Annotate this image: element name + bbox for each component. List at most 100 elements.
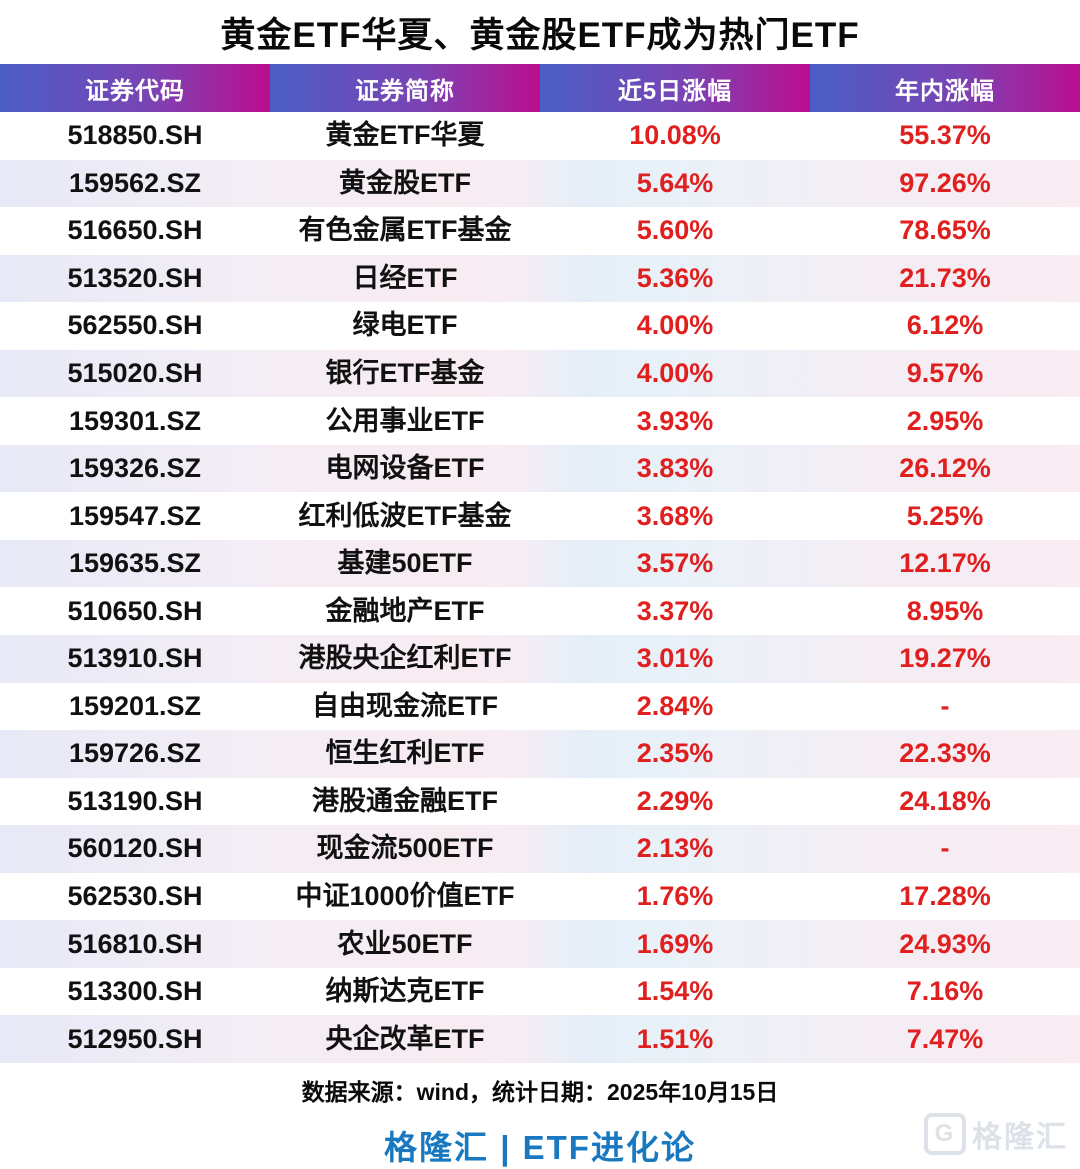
- cell-name: 金融地产ETF: [325, 595, 485, 626]
- cell-ytd: 2.95%: [906, 405, 984, 436]
- cell-ytd: 55.37%: [899, 120, 991, 151]
- table-body: 518850.SH 黄金ETF华夏 10.08% 55.37% 159562.SZ 黄金股…: [0, 112, 1080, 1063]
- cell-code: 512950.SH: [67, 1023, 203, 1054]
- table-row: 159201.SZ 自由现金流ETF 2.84% -: [0, 682, 1080, 731]
- table-header-row: 证券代码 证券简称 近5日涨幅 年内涨幅: [0, 64, 1080, 112]
- column-header-d5: 近5日涨幅: [540, 64, 810, 112]
- table-row: 560120.SH 现金流500ETF 2.13% -: [0, 825, 1080, 873]
- cell-ytd: 12.17%: [899, 548, 991, 579]
- cell-ytd: 24.18%: [899, 785, 991, 816]
- cell-ytd: 19.27%: [899, 643, 991, 674]
- cell-name: 农业50ETF: [337, 928, 473, 959]
- column-header-name: 证券简称: [270, 64, 540, 112]
- watermark-text: 格隆汇: [972, 1121, 1068, 1154]
- cell-ytd: 8.95%: [906, 595, 984, 626]
- cell-code: 513300.SH: [67, 976, 203, 1007]
- cell-d5: 5.60%: [636, 215, 714, 246]
- cell-d5: 1.54%: [636, 976, 714, 1007]
- cell-name: 黄金ETF华夏: [325, 120, 485, 151]
- cell-name: 央企改革ETF: [325, 1023, 485, 1054]
- column-header-ytd: 年内涨幅: [810, 64, 1080, 112]
- table-row: 516650.SH 有色金属ETF基金 5.60% 78.65%: [0, 207, 1080, 255]
- cell-ytd: 6.12%: [906, 310, 984, 341]
- cell-name: 恒生红利ETF: [325, 738, 485, 769]
- cell-name: 黄金股ETF: [339, 167, 471, 198]
- table-row: 159635.SZ 基建50ETF 3.57% 12.17%: [0, 539, 1080, 588]
- cell-name: 绿电ETF: [352, 310, 458, 341]
- cell-d5: 3.01%: [636, 643, 714, 674]
- cell-code: 513910.SH: [67, 643, 203, 674]
- table-row: 159547.SZ 红利低波ETF基金 3.68% 5.25%: [0, 492, 1080, 540]
- table-row: 513300.SH 纳斯达克ETF 1.54% 7.16%: [0, 967, 1080, 1016]
- cell-ytd: 5.25%: [906, 500, 984, 531]
- cell-d5: 1.76%: [636, 881, 714, 912]
- cell-name: 中证1000价值ETF: [295, 881, 515, 912]
- cell-ytd: 22.33%: [899, 738, 991, 769]
- data-source-note: 数据来源：wind，统计日期：2025年10月15日: [301, 1078, 779, 1105]
- cell-name: 有色金属ETF基金: [298, 215, 512, 246]
- cell-d5: 3.68%: [636, 500, 714, 531]
- cell-code: 510650.SH: [67, 595, 203, 626]
- column-header-code: 证券代码: [0, 64, 270, 112]
- cell-ytd: 26.12%: [899, 453, 991, 484]
- cell-d5: 4.00%: [636, 310, 714, 341]
- cell-ytd: 97.26%: [899, 167, 991, 198]
- table-row: 515020.SH 银行ETF基金 4.00% 9.57%: [0, 349, 1080, 398]
- cell-ytd: 7.16%: [906, 976, 984, 1007]
- cell-code: 159326.SZ: [68, 453, 202, 484]
- cell-code: 518850.SH: [67, 120, 203, 151]
- cell-ytd: 17.28%: [899, 881, 991, 912]
- cell-code: 159726.SZ: [68, 738, 202, 769]
- table-row: 510650.SH 金融地产ETF 3.37% 8.95%: [0, 587, 1080, 636]
- cell-name: 自由现金流ETF: [312, 690, 498, 721]
- cell-ytd: 9.57%: [906, 358, 984, 388]
- cell-d5: 2.13%: [636, 833, 714, 864]
- cell-d5: 10.08%: [629, 120, 721, 151]
- cell-name: 港股央企红利ETF: [298, 643, 512, 674]
- cell-d5: 3.37%: [636, 595, 714, 626]
- cell-d5: 2.84%: [636, 690, 714, 721]
- brand-line: 格隆汇 | ETF进化论: [384, 1128, 696, 1166]
- cell-code: 159635.SZ: [68, 548, 202, 579]
- table-row: 562530.SH 中证1000价值ETF 1.76% 17.28%: [0, 872, 1080, 921]
- cell-ytd: 24.93%: [899, 928, 991, 959]
- cell-d5: 5.64%: [636, 167, 714, 198]
- cell-code: 516650.SH: [67, 215, 203, 246]
- gelonghui-logo-icon: G: [924, 1113, 966, 1155]
- table-row: 159562.SZ 黄金股ETF 5.64% 97.26%: [0, 159, 1080, 208]
- table-row: 516810.SH 农业50ETF 1.69% 24.93%: [0, 920, 1080, 968]
- cell-name: 电网设备ETF: [325, 453, 485, 484]
- cell-code: 159547.SZ: [68, 500, 202, 531]
- table-row: 159301.SZ 公用事业ETF 3.93% 2.95%: [0, 397, 1080, 445]
- etf-table: 证券代码 证券简称 近5日涨幅 年内涨幅 518850.SH 黄金ETF华夏 10.08%…: [0, 64, 1080, 1063]
- cell-ytd: -: [940, 690, 950, 721]
- page-title: 黄金ETF华夏、黄金股ETF成为热门ETF: [220, 15, 860, 55]
- cell-code: 562530.SH: [67, 881, 203, 912]
- table-row: 518850.SH 黄金ETF华夏 10.08% 55.37%: [0, 112, 1080, 160]
- cell-d5: 1.51%: [636, 1023, 714, 1054]
- cell-code: 159201.SZ: [68, 690, 202, 721]
- cell-name: 公用事业ETF: [325, 405, 485, 436]
- table-row: 512950.SH 央企改革ETF 1.51% 7.47%: [0, 1015, 1080, 1063]
- cell-ytd: 21.73%: [899, 262, 991, 293]
- table-row: 159326.SZ 电网设备ETF 3.83% 26.12%: [0, 444, 1080, 493]
- cell-code: 562550.SH: [67, 310, 203, 341]
- table-row: 513910.SH 港股央企红利ETF 3.01% 19.27%: [0, 635, 1080, 683]
- cell-code: 513190.SH: [67, 785, 203, 816]
- cell-code: 159301.SZ: [68, 405, 202, 436]
- cell-name: 纳斯达克ETF: [325, 976, 485, 1007]
- cell-d5: 2.29%: [636, 785, 714, 816]
- cell-ytd: -: [940, 833, 950, 864]
- table-row: 562550.SH 绿电ETF 4.00% 6.12%: [0, 302, 1080, 350]
- cell-ytd: 78.65%: [899, 215, 991, 246]
- cell-code: 513520.SH: [67, 262, 203, 293]
- table-row: 513520.SH 日经ETF 5.36% 21.73%: [0, 254, 1080, 303]
- cell-d5: 4.00%: [636, 358, 714, 388]
- cell-d5: 1.69%: [636, 928, 714, 959]
- cell-name: 现金流500ETF: [316, 833, 494, 864]
- watermark-logo: G 格隆汇: [924, 1112, 1068, 1156]
- cell-d5: 3.57%: [636, 548, 714, 579]
- cell-ytd: 7.47%: [906, 1023, 984, 1054]
- cell-code: 159562.SZ: [68, 167, 202, 198]
- cell-code: 560120.SH: [67, 833, 203, 864]
